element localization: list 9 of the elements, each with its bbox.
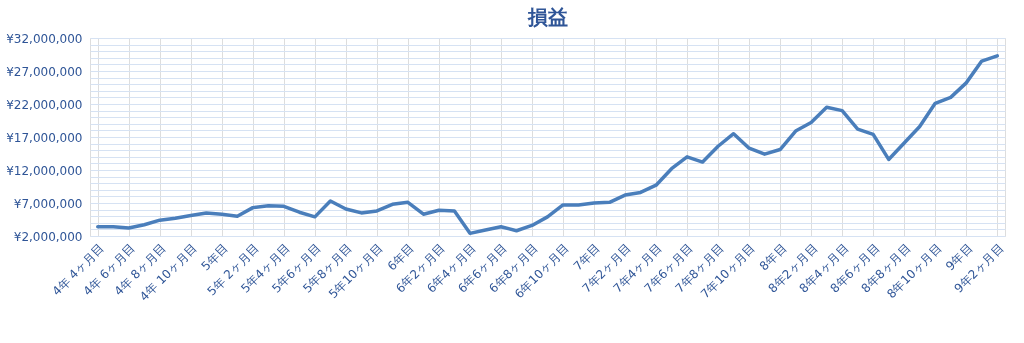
y-tick-label: ¥2,000,000 <box>13 229 83 244</box>
y-tick-label: ¥12,000,000 <box>6 163 83 178</box>
line-series <box>96 54 999 236</box>
y-tick-label: ¥17,000,000 <box>6 130 83 145</box>
y-tick-label: ¥32,000,000 <box>6 31 83 46</box>
y-tick-label: ¥22,000,000 <box>6 97 83 112</box>
y-tick-label: ¥7,000,000 <box>13 196 83 211</box>
y-tick-label: ¥27,000,000 <box>6 64 83 79</box>
chart-title: 損益 <box>526 5 568 29</box>
